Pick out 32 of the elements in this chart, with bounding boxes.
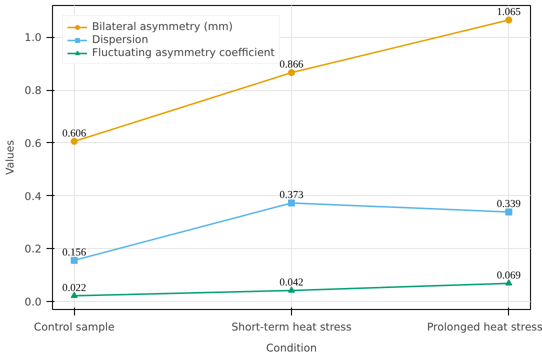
point [70,292,78,298]
point [505,16,512,24]
x-axis-title: Condition [266,342,317,354]
point [70,138,78,145]
x-tick-label: Short-term heat stress [231,320,352,334]
data-label: 1.065 [496,7,521,18]
point [288,69,295,76]
point [505,279,512,286]
point [70,256,78,264]
y-tick-label: 0.4 [24,190,42,203]
x-tick-label: Prolonged heat stress [426,320,542,334]
y-axis-title: Values [4,140,17,175]
data-label: 0.022 [62,282,86,294]
y-tick-label: 0.2 [24,242,42,256]
y-tick-label: 1.0 [24,31,42,44]
data-label: 0.866 [280,60,304,71]
point [505,208,512,216]
data-label: 0.042 [280,277,304,288]
data-label: 0.339 [496,198,521,210]
data-label: 0.373 [280,190,304,201]
data-label: 0.606 [62,128,87,140]
x-tick-label: Control sample [34,320,115,334]
legend-label: Bilateral asymmetry (mm) [92,20,233,33]
data-label: 0.156 [62,247,87,258]
legend-label: Fluctuating asymmetry coefficient [92,46,275,59]
data-label: 0.069 [496,270,521,282]
point [288,286,295,293]
y-tick-label: 0.6 [24,136,42,150]
y-tick-label: 0.8 [24,84,42,98]
y-tick-label: 0.0 [24,296,42,309]
point [288,199,295,206]
legend-label: Dispersion [92,33,148,46]
